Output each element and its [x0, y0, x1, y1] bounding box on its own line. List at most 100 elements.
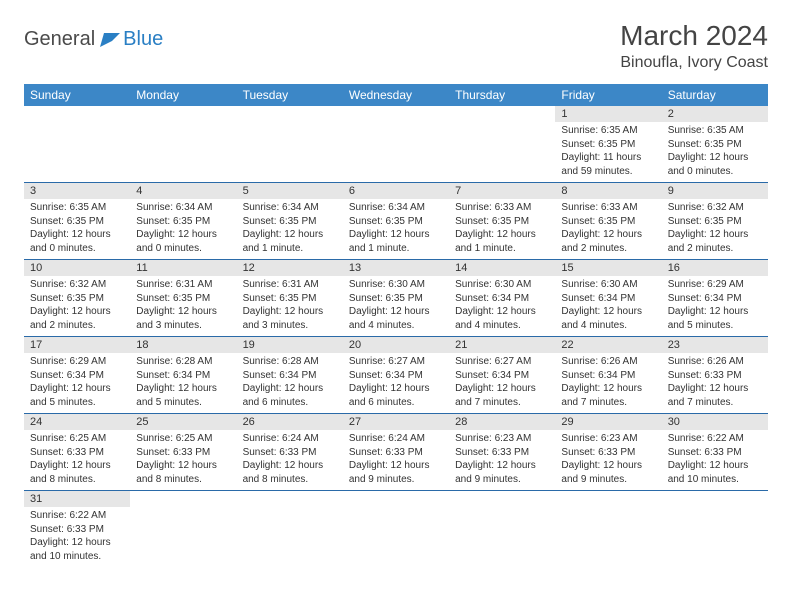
sunset-text: Sunset: 6:34 PM — [561, 369, 655, 383]
day-number: 20 — [343, 337, 449, 353]
logo-text-general: General — [24, 28, 95, 51]
page-title: March 2024 — [620, 20, 768, 52]
daylight-text: Daylight: 12 hours and 9 minutes. — [455, 459, 549, 486]
day-content: Sunrise: 6:35 AMSunset: 6:35 PMDaylight:… — [555, 122, 661, 182]
sunset-text: Sunset: 6:34 PM — [455, 292, 549, 306]
sunset-text: Sunset: 6:33 PM — [668, 446, 762, 460]
daylight-text: Daylight: 12 hours and 2 minutes. — [668, 228, 762, 255]
sunset-text: Sunset: 6:35 PM — [243, 292, 337, 306]
location: Binoufla, Ivory Coast — [620, 54, 768, 72]
sunset-text: Sunset: 6:33 PM — [136, 446, 230, 460]
sunrise-text: Sunrise: 6:28 AM — [136, 355, 230, 369]
calendar-cell — [24, 106, 130, 183]
day-content: Sunrise: 6:24 AMSunset: 6:33 PMDaylight:… — [237, 430, 343, 490]
day-content: Sunrise: 6:29 AMSunset: 6:34 PMDaylight:… — [24, 353, 130, 413]
day-number: 1 — [555, 106, 661, 122]
calendar-cell — [237, 106, 343, 183]
daylight-text: Daylight: 12 hours and 10 minutes. — [30, 536, 124, 563]
sunset-text: Sunset: 6:33 PM — [455, 446, 549, 460]
day-number: 21 — [449, 337, 555, 353]
calendar-cell — [343, 106, 449, 183]
day-content: Sunrise: 6:31 AMSunset: 6:35 PMDaylight:… — [130, 276, 236, 336]
flag-icon — [100, 33, 120, 47]
calendar-row: 10Sunrise: 6:32 AMSunset: 6:35 PMDayligh… — [24, 260, 768, 337]
day-number: 24 — [24, 414, 130, 430]
day-content: Sunrise: 6:30 AMSunset: 6:34 PMDaylight:… — [449, 276, 555, 336]
calendar-cell: 22Sunrise: 6:26 AMSunset: 6:34 PMDayligh… — [555, 337, 661, 414]
sunrise-text: Sunrise: 6:34 AM — [243, 201, 337, 215]
daylight-text: Daylight: 12 hours and 0 minutes. — [30, 228, 124, 255]
sunrise-text: Sunrise: 6:35 AM — [561, 124, 655, 138]
daylight-text: Daylight: 12 hours and 5 minutes. — [30, 382, 124, 409]
day-number: 23 — [662, 337, 768, 353]
daylight-text: Daylight: 12 hours and 4 minutes. — [561, 305, 655, 332]
day-number: 18 — [130, 337, 236, 353]
day-number: 14 — [449, 260, 555, 276]
sunset-text: Sunset: 6:34 PM — [243, 369, 337, 383]
day-content: Sunrise: 6:22 AMSunset: 6:33 PMDaylight:… — [662, 430, 768, 490]
logo-text-blue: Blue — [123, 28, 163, 51]
daylight-text: Daylight: 12 hours and 7 minutes. — [668, 382, 762, 409]
weekday-header: Saturday — [662, 84, 768, 106]
daylight-text: Daylight: 12 hours and 0 minutes. — [136, 228, 230, 255]
sunrise-text: Sunrise: 6:29 AM — [30, 355, 124, 369]
day-content: Sunrise: 6:35 AMSunset: 6:35 PMDaylight:… — [662, 122, 768, 182]
calendar-cell: 21Sunrise: 6:27 AMSunset: 6:34 PMDayligh… — [449, 337, 555, 414]
sunset-text: Sunset: 6:33 PM — [561, 446, 655, 460]
sunrise-text: Sunrise: 6:31 AM — [243, 278, 337, 292]
day-content: Sunrise: 6:25 AMSunset: 6:33 PMDaylight:… — [24, 430, 130, 490]
calendar-cell: 12Sunrise: 6:31 AMSunset: 6:35 PMDayligh… — [237, 260, 343, 337]
sunrise-text: Sunrise: 6:24 AM — [243, 432, 337, 446]
calendar-cell — [449, 491, 555, 568]
daylight-text: Daylight: 12 hours and 4 minutes. — [455, 305, 549, 332]
sunrise-text: Sunrise: 6:26 AM — [561, 355, 655, 369]
day-number: 9 — [662, 183, 768, 199]
day-content: Sunrise: 6:26 AMSunset: 6:34 PMDaylight:… — [555, 353, 661, 413]
sunset-text: Sunset: 6:34 PM — [30, 369, 124, 383]
day-number: 11 — [130, 260, 236, 276]
calendar-cell: 4Sunrise: 6:34 AMSunset: 6:35 PMDaylight… — [130, 183, 236, 260]
calendar-cell — [130, 491, 236, 568]
sunrise-text: Sunrise: 6:35 AM — [668, 124, 762, 138]
day-content: Sunrise: 6:30 AMSunset: 6:35 PMDaylight:… — [343, 276, 449, 336]
day-content: Sunrise: 6:23 AMSunset: 6:33 PMDaylight:… — [555, 430, 661, 490]
sunset-text: Sunset: 6:34 PM — [349, 369, 443, 383]
calendar-cell: 19Sunrise: 6:28 AMSunset: 6:34 PMDayligh… — [237, 337, 343, 414]
day-content: Sunrise: 6:32 AMSunset: 6:35 PMDaylight:… — [662, 199, 768, 259]
calendar-cell: 23Sunrise: 6:26 AMSunset: 6:33 PMDayligh… — [662, 337, 768, 414]
header: General Blue March 2024 Binoufla, Ivory … — [24, 20, 768, 72]
day-content: Sunrise: 6:27 AMSunset: 6:34 PMDaylight:… — [449, 353, 555, 413]
calendar-cell — [237, 491, 343, 568]
calendar-cell: 14Sunrise: 6:30 AMSunset: 6:34 PMDayligh… — [449, 260, 555, 337]
day-content: Sunrise: 6:30 AMSunset: 6:34 PMDaylight:… — [555, 276, 661, 336]
sunrise-text: Sunrise: 6:35 AM — [30, 201, 124, 215]
day-number: 17 — [24, 337, 130, 353]
day-number: 13 — [343, 260, 449, 276]
sunset-text: Sunset: 6:35 PM — [455, 215, 549, 229]
calendar-cell — [343, 491, 449, 568]
weekday-header: Tuesday — [237, 84, 343, 106]
day-content: Sunrise: 6:34 AMSunset: 6:35 PMDaylight:… — [130, 199, 236, 259]
day-content: Sunrise: 6:23 AMSunset: 6:33 PMDaylight:… — [449, 430, 555, 490]
day-content: Sunrise: 6:22 AMSunset: 6:33 PMDaylight:… — [24, 507, 130, 567]
sunrise-text: Sunrise: 6:27 AM — [455, 355, 549, 369]
calendar-cell: 8Sunrise: 6:33 AMSunset: 6:35 PMDaylight… — [555, 183, 661, 260]
calendar-cell: 20Sunrise: 6:27 AMSunset: 6:34 PMDayligh… — [343, 337, 449, 414]
sunset-text: Sunset: 6:35 PM — [136, 292, 230, 306]
calendar-cell: 15Sunrise: 6:30 AMSunset: 6:34 PMDayligh… — [555, 260, 661, 337]
calendar-cell: 3Sunrise: 6:35 AMSunset: 6:35 PMDaylight… — [24, 183, 130, 260]
sunrise-text: Sunrise: 6:23 AM — [561, 432, 655, 446]
daylight-text: Daylight: 12 hours and 8 minutes. — [136, 459, 230, 486]
daylight-text: Daylight: 12 hours and 2 minutes. — [30, 305, 124, 332]
day-content: Sunrise: 6:28 AMSunset: 6:34 PMDaylight:… — [130, 353, 236, 413]
weekday-header: Friday — [555, 84, 661, 106]
calendar-cell: 29Sunrise: 6:23 AMSunset: 6:33 PMDayligh… — [555, 414, 661, 491]
day-number: 8 — [555, 183, 661, 199]
day-content: Sunrise: 6:34 AMSunset: 6:35 PMDaylight:… — [237, 199, 343, 259]
calendar-cell: 11Sunrise: 6:31 AMSunset: 6:35 PMDayligh… — [130, 260, 236, 337]
sunset-text: Sunset: 6:35 PM — [349, 215, 443, 229]
day-content: Sunrise: 6:32 AMSunset: 6:35 PMDaylight:… — [24, 276, 130, 336]
daylight-text: Daylight: 12 hours and 8 minutes. — [30, 459, 124, 486]
calendar-cell: 30Sunrise: 6:22 AMSunset: 6:33 PMDayligh… — [662, 414, 768, 491]
daylight-text: Daylight: 12 hours and 2 minutes. — [561, 228, 655, 255]
